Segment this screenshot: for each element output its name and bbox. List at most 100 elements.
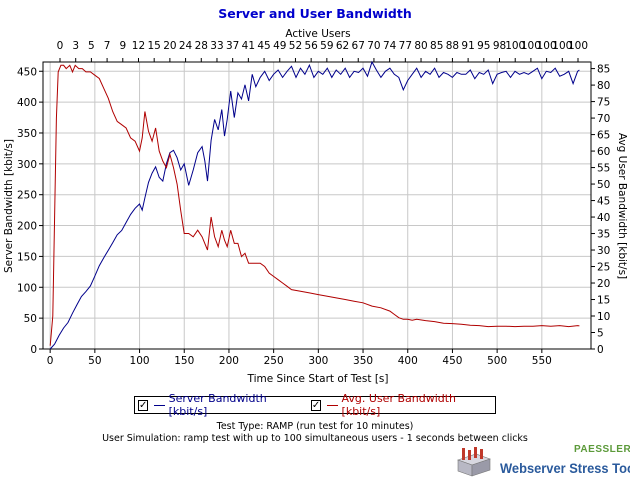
simulation-note: User Simulation: ramp test with up to 10… — [102, 433, 528, 444]
chart-legend: ✓ Server Bandwidth [kbit/s] ✓ Avg. User … — [134, 392, 496, 418]
top-tick-label: 100 — [537, 40, 557, 52]
product-name: Webserver Stress Tool — [500, 460, 630, 476]
x-tick-label: 350 — [353, 355, 373, 367]
top-tick-label: 100 — [552, 40, 572, 52]
plot-frame — [42, 61, 592, 350]
chart-title: Server and User Bandwidth — [218, 6, 411, 21]
top-tick-label: 37 — [226, 40, 239, 52]
x-tick-label: 150 — [174, 355, 194, 367]
y-tick-label: 350 — [17, 128, 37, 140]
x-tick-label: 100 — [130, 355, 150, 367]
y-axis-ticks: 0 50 100 150 200 250 300 350 400 450 — [17, 66, 43, 356]
top-axis-tick-labels: 0 3 5 7 9 12 15 20 24 28 33 37 41 45 49 52 56 59 62 67 70 74 7… — [57, 40, 588, 62]
legend-item-user-bandwidth[interactable]: ✓ Avg. User Bandwidth [kbit/s] — [310, 392, 475, 418]
branding: PAESSLER Webserver Stress Tool — [454, 444, 630, 480]
y2-tick-label: 45 — [597, 196, 610, 208]
y-tick-label: 0 — [30, 344, 37, 356]
series-lines — [49, 60, 580, 350]
y2-tick-label: 35 — [597, 229, 610, 241]
top-tick-label: 80 — [414, 40, 427, 52]
top-tick-label: 59 — [320, 40, 333, 52]
top-tick-label: 52 — [289, 40, 302, 52]
top-tick-label: 56 — [304, 40, 318, 52]
top-tick-label: 5 — [88, 40, 95, 52]
top-tick-label: 100 — [521, 40, 541, 52]
top-tick-label: 70 — [367, 40, 380, 52]
checkbox-server-bandwidth[interactable]: ✓ — [138, 399, 149, 411]
top-tick-label: 62 — [336, 40, 349, 52]
y-tick-label: 400 — [17, 97, 37, 109]
top-tick-label: 0 — [57, 40, 64, 52]
top-tick-label: 28 — [195, 40, 208, 52]
top-tick-label: 7 — [104, 40, 111, 52]
x-tick-label: 500 — [487, 355, 507, 367]
top-tick-label: 98 — [493, 40, 506, 52]
y2-tick-label: 25 — [597, 262, 610, 274]
grid — [43, 62, 591, 350]
checkbox-user-bandwidth[interactable]: ✓ — [310, 399, 322, 411]
top-tick-label: 41 — [242, 40, 255, 52]
y2-tick-label: 85 — [597, 64, 610, 76]
y2-tick-label: 10 — [597, 311, 610, 323]
x-tick-label: 300 — [308, 355, 328, 367]
test-type-note: Test Type: RAMP (run test for 10 minutes… — [216, 421, 414, 432]
top-tick-label: 15 — [147, 40, 160, 52]
y2-tick-label: 40 — [597, 212, 610, 224]
x-tick-label: 450 — [442, 355, 462, 367]
y2-tick-label: 75 — [597, 97, 610, 109]
y-tick-label: 200 — [17, 221, 37, 233]
legend-swatch-user — [327, 404, 338, 406]
x-axis-title: Time Since Start of Test [s] — [247, 373, 389, 385]
y-tick-label: 50 — [24, 313, 37, 325]
x-tick-label: 400 — [398, 355, 418, 367]
legend-swatch-server — [154, 404, 165, 406]
x-tick-label: 50 — [88, 355, 101, 367]
y2-tick-label: 80 — [597, 80, 610, 92]
top-tick-label: 95 — [477, 40, 490, 52]
top-tick-label: 49 — [273, 40, 286, 52]
y-tick-label: 300 — [17, 159, 37, 171]
top-tick-label: 91 — [461, 40, 474, 52]
legend-label-server: Server Bandwidth [kbit/s] — [168, 392, 267, 418]
bandwidth-chart: Server and User Bandwidth Active Users 0… — [3, 6, 628, 385]
y2-axis-ticks: 0 5 10 15 20 25 30 35 40 45 50 55 60 65 70 75 80 85 — [591, 64, 610, 356]
y-tick-label: 250 — [17, 190, 37, 202]
top-tick-label: 100 — [505, 40, 525, 52]
y2-tick-label: 30 — [597, 245, 610, 257]
y2-tick-label: 0 — [597, 344, 604, 356]
y-tick-label: 150 — [17, 251, 37, 263]
company-name: PAESSLER — [574, 444, 630, 455]
y2-tick-label: 70 — [597, 113, 610, 125]
y2-tick-label: 50 — [597, 179, 610, 191]
series-line-user-bandwidth — [49, 64, 580, 346]
top-tick-label: 85 — [430, 40, 443, 52]
top-tick-label: 88 — [446, 40, 459, 52]
legend-label-user: Avg. User Bandwidth [kbit/s] — [341, 392, 457, 418]
top-tick-label: 33 — [210, 40, 223, 52]
x-tick-label: 200 — [219, 355, 239, 367]
x-tick-label: 0 — [47, 355, 54, 367]
top-tick-label: 77 — [399, 40, 412, 52]
server-rack-icon — [457, 447, 491, 477]
y2-tick-label: 65 — [597, 130, 610, 142]
y2-tick-label: 55 — [597, 163, 610, 175]
top-tick-label: 12 — [132, 40, 145, 52]
y2-tick-label: 5 — [597, 328, 604, 340]
y2-tick-label: 20 — [597, 278, 610, 290]
top-tick-label: 20 — [163, 40, 176, 52]
top-tick-label: 9 — [119, 40, 126, 52]
x-axis-ticks: 0 50 100 150 200 250 300 350 400 450 500 550 — [47, 349, 552, 367]
y-tick-label: 450 — [17, 66, 37, 78]
y-axis-title: Server Bandwidth [kbit/s] — [3, 139, 15, 273]
x-tick-label: 250 — [264, 355, 284, 367]
y-tick-label: 100 — [17, 282, 37, 294]
top-tick-label: 74 — [383, 40, 397, 52]
y2-axis-title: Avg User Bandwidth [kbit/s] — [616, 133, 628, 279]
legend-item-server-bandwidth[interactable]: ✓ Server Bandwidth [kbit/s] — [138, 392, 288, 418]
y2-tick-label: 60 — [597, 146, 610, 158]
x-tick-label: 550 — [532, 355, 552, 367]
y2-tick-label: 15 — [597, 295, 610, 307]
top-tick-label: 45 — [257, 40, 270, 52]
top-tick-label: 67 — [352, 40, 365, 52]
series-line-server-bandwidth — [49, 60, 580, 350]
